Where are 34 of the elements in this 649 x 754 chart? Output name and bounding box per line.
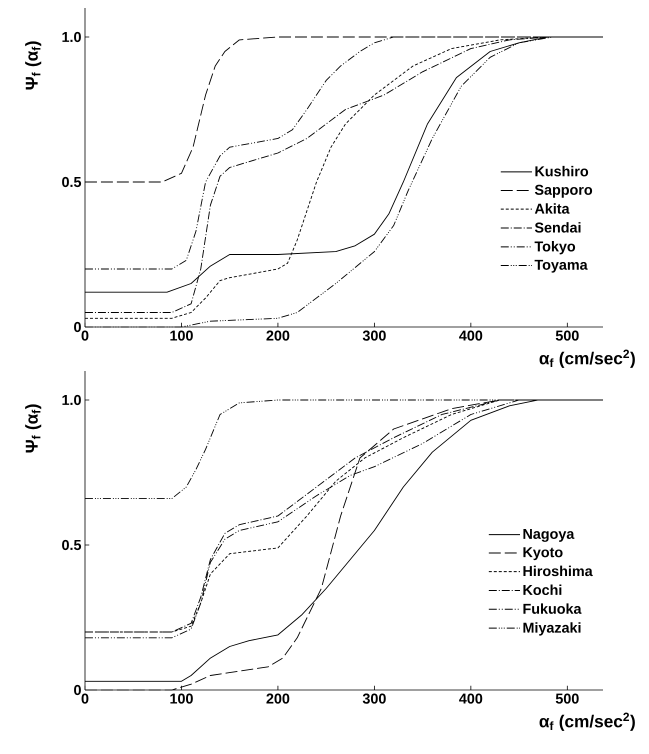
x-tick-label: 100 (170, 694, 193, 704)
x-tick-label: 300 (362, 330, 386, 341)
y-tick-label: 0 (74, 322, 81, 332)
y-tick-label: 1.0 (62, 394, 81, 406)
x-tick-label: 0 (82, 694, 88, 704)
legend-label: Sapporo (534, 184, 592, 198)
y-tick-label: 0.5 (62, 540, 82, 550)
legend-label: Toyama (534, 260, 588, 273)
y-tick-label: 0.5 (62, 176, 82, 188)
x-tick-label: 100 (170, 330, 193, 341)
x-axis-title: α$_{f}$ (cm/sec$^{2}$) (540, 712, 635, 731)
legend-label: Hiroshima (523, 566, 593, 576)
x-tick-label: 0 (82, 330, 88, 341)
legend-label: Fukuoka (523, 603, 582, 614)
x-tick-label: 400 (459, 330, 482, 341)
legend-label: Sendai (534, 222, 580, 233)
y-tick-label: 1.0 (62, 32, 81, 42)
x-tick-label: 500 (556, 694, 579, 704)
y-tick-label: 0 (74, 684, 81, 696)
legend-label: Kushiro (535, 166, 588, 176)
y-axis-title: Ψ$_{f}$ (α$_{f}$) (25, 41, 42, 90)
x-tick-label: 500 (556, 330, 579, 341)
legend-label: Kyoto (523, 547, 563, 560)
legend-label: Kochi (523, 584, 562, 596)
x-tick-label: 300 (362, 694, 386, 704)
legend-label: Tokyo (534, 240, 576, 254)
x-tick-label: 200 (266, 330, 290, 341)
x-axis-title: α$_{f}$ (cm/sec$^{2}$) (540, 350, 635, 368)
y-axis-title: Ψ$_{f}$ (α$_{f}$) (25, 404, 42, 452)
legend-label: Nagoya (523, 528, 574, 542)
x-tick-label: 200 (266, 694, 290, 704)
legend-label: Akita (534, 203, 570, 214)
legend-label: Miyazaki (523, 622, 580, 636)
x-tick-label: 400 (459, 694, 482, 704)
